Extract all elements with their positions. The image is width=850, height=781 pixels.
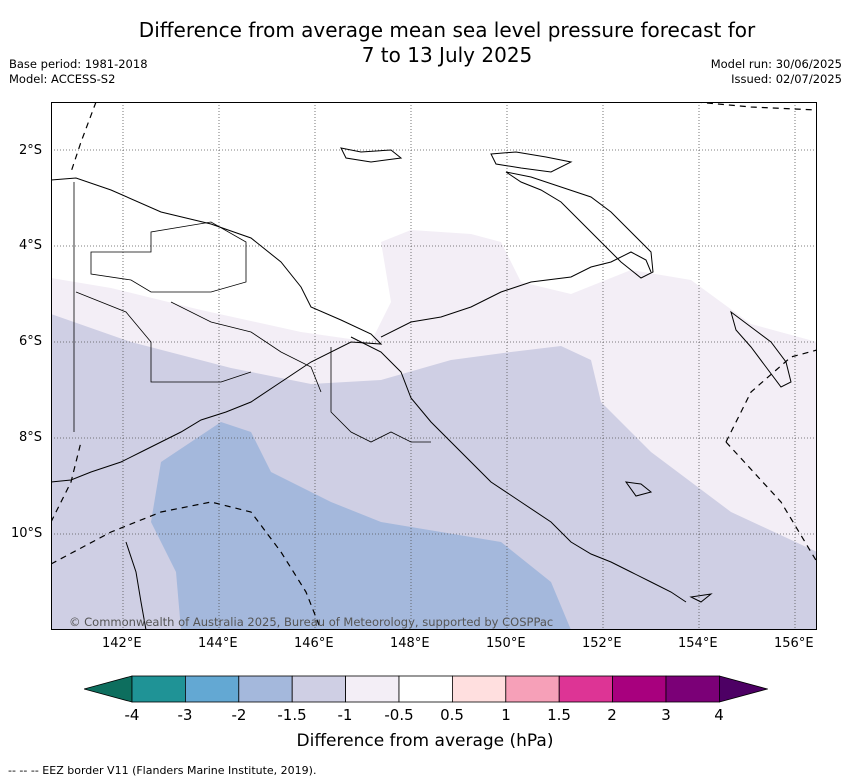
lat-label-8s: 8°S xyxy=(19,430,43,445)
cbar-tick-label: 0.5 xyxy=(440,706,464,724)
colorbar-segment xyxy=(451,675,507,703)
cbar-tick-label: 1.5 xyxy=(547,706,571,724)
copyright-notice: © Commonwealth of Australia 2025, Bureau… xyxy=(69,615,554,629)
huon-coast xyxy=(380,251,652,338)
lat-label-4s: 4°S xyxy=(19,238,43,253)
lon-label-146e: 146°E xyxy=(294,636,334,651)
colorbar-extend-low xyxy=(84,675,133,703)
bougainville xyxy=(490,151,573,173)
lat-label-2s: 2°S xyxy=(19,143,43,158)
model-run: Model run: 30/06/2025 xyxy=(710,57,842,71)
lon-label-154e: 154°E xyxy=(678,636,718,651)
province-borders xyxy=(73,182,431,443)
cbar-tick-label: 3 xyxy=(661,706,671,724)
colorbar-segment xyxy=(398,675,453,703)
cape-york xyxy=(125,541,147,630)
colorbar-segment xyxy=(612,675,667,703)
cbar-tick-label: -3 xyxy=(177,706,193,724)
base-period: Base period: 1981-2018 xyxy=(9,57,148,71)
manus xyxy=(340,147,403,163)
coastlines xyxy=(51,147,792,630)
cbar-tick-label: -2 xyxy=(231,706,247,724)
cbar-tick-label: -0.5 xyxy=(384,706,414,724)
meta-right: Model run: 30/06/2025 Issued: 02/07/2025 xyxy=(711,57,842,87)
colorbar-segment xyxy=(558,675,614,703)
cbar-tick-label: 1 xyxy=(501,706,511,724)
anomaly-area-dark xyxy=(151,422,571,630)
lon-label-142e: 142°E xyxy=(102,636,142,651)
colorbar-segment xyxy=(238,675,293,703)
gridlines xyxy=(51,102,817,630)
map-frame xyxy=(51,102,817,630)
new-ireland xyxy=(730,310,792,388)
new-britain xyxy=(505,171,654,279)
colorbar-segment xyxy=(665,675,720,703)
colorbar-segment xyxy=(131,675,186,703)
colorbar-extend-high xyxy=(719,675,768,703)
colorbar-segment xyxy=(345,675,400,703)
model-name: Model: ACCESS-S2 xyxy=(9,72,116,86)
colorbar-segment xyxy=(185,675,240,703)
colorbar-segment xyxy=(291,675,346,703)
colorbar-segment xyxy=(505,675,560,703)
lat-label-6s: 6°S xyxy=(19,334,43,349)
papua-coast-east xyxy=(350,336,687,603)
lon-label-156e: 156°E xyxy=(774,636,814,651)
eez-footnote: -- -- -- EEZ border V11 (Flanders Marine… xyxy=(8,764,317,777)
title-line-1: Difference from average mean sea level p… xyxy=(138,18,756,42)
lat-label-10s: 10°S xyxy=(11,526,43,541)
meta-left: Base period: 1981-2018 Model: ACCESS-S2 xyxy=(9,57,148,87)
cbar-tick-label: -1 xyxy=(337,706,353,724)
colorbar-segments xyxy=(84,675,768,703)
new-guinea-coast xyxy=(51,177,383,483)
lon-label-144e: 144°E xyxy=(198,636,238,651)
cbar-tick-label: 4 xyxy=(714,706,724,724)
eez-borders xyxy=(51,102,817,630)
lon-label-148e: 148°E xyxy=(390,636,430,651)
issued-date: Issued: 02/07/2025 xyxy=(731,72,842,86)
chart-title: Difference from average mean sea level p… xyxy=(0,18,850,68)
colorbar-title: Difference from average (hPa) xyxy=(296,731,554,751)
gulf-islands xyxy=(624,481,713,603)
lon-label-152e: 152°E xyxy=(582,636,622,651)
cbar-tick-label: 2 xyxy=(607,706,617,724)
title-line-2: 7 to 13 July 2025 xyxy=(361,43,533,67)
lon-label-150e: 150°E xyxy=(486,636,526,651)
cbar-tick-label: -4 xyxy=(124,706,140,724)
map-panel xyxy=(51,102,817,630)
colorbar xyxy=(84,675,768,703)
cbar-tick-label: -1.5 xyxy=(277,706,307,724)
